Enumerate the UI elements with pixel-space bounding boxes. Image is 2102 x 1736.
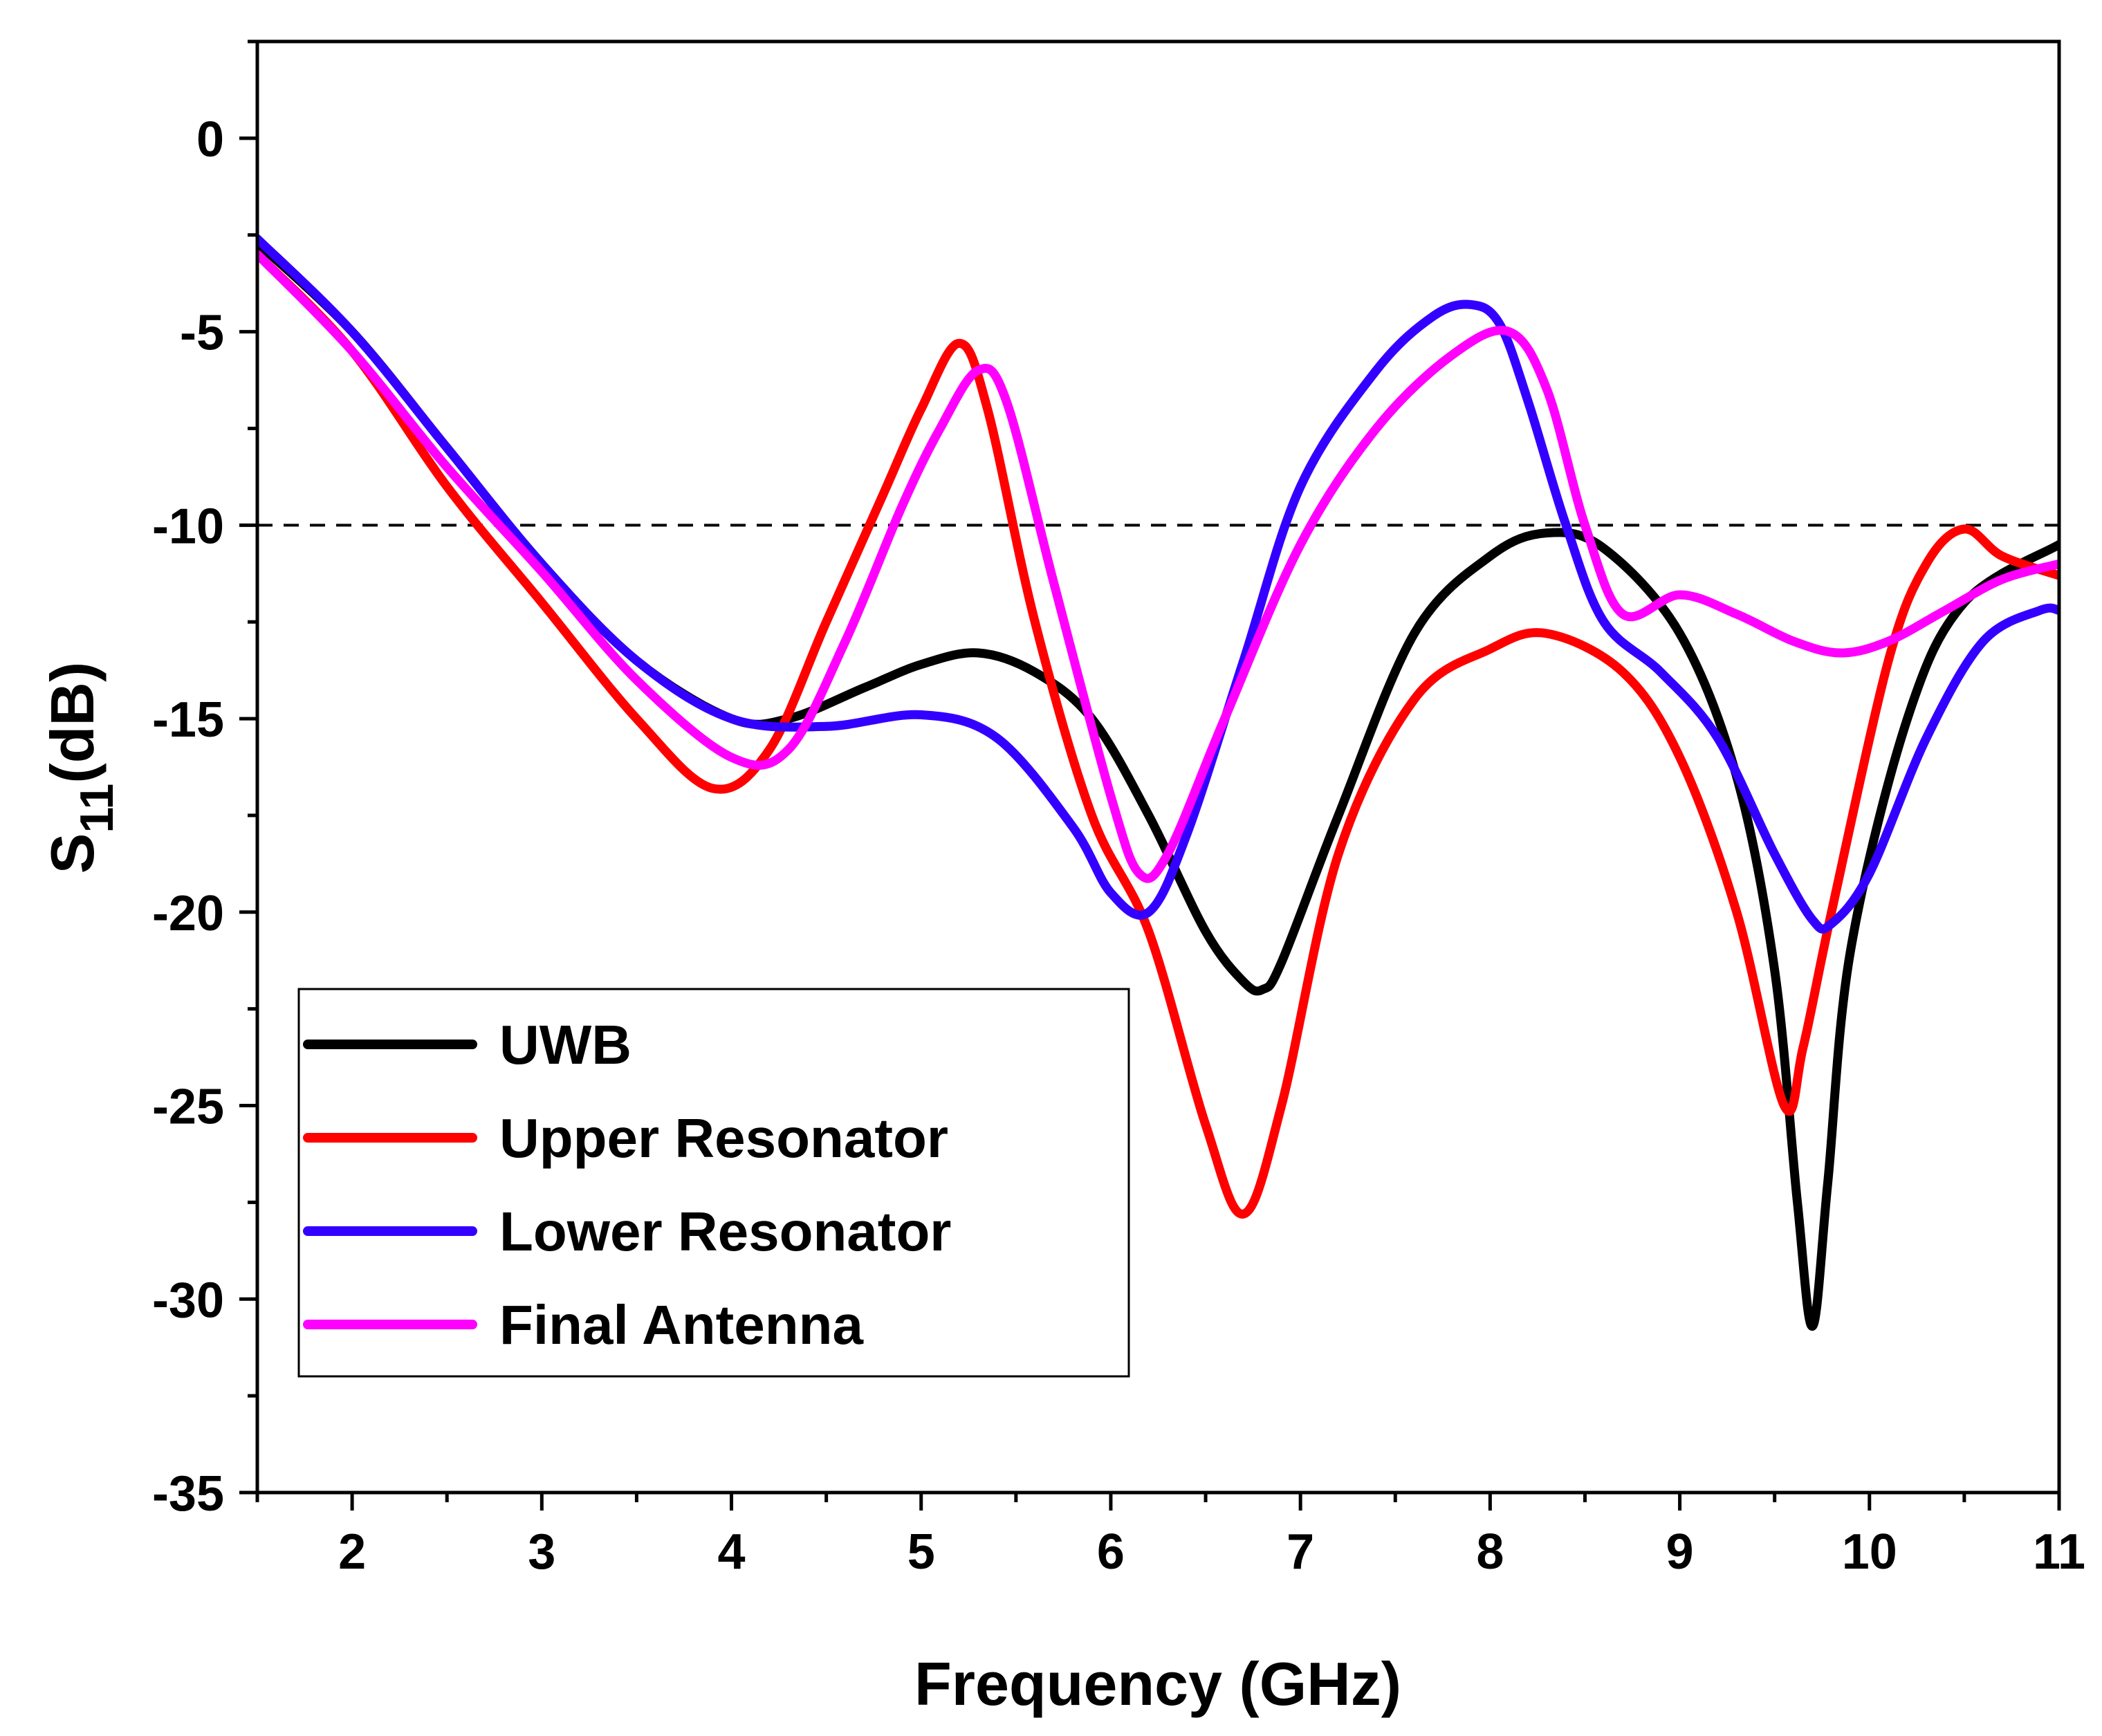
y-tick-label: -10	[152, 499, 224, 554]
y-tick-label: -15	[152, 692, 224, 748]
legend: UWB Upper Resonator Lower Resonator Final A…	[297, 988, 1130, 1378]
x-axis-title: Frequency (GHz)	[914, 1650, 1401, 1718]
y-tick-label: -35	[152, 1466, 224, 1522]
x-tick-label: 11	[2033, 1524, 2085, 1580]
legend-label-final-antenna: Final Antenna	[499, 1294, 863, 1356]
y-axis-title-sub: 11	[71, 784, 123, 833]
legend-label-uwb: UWB	[499, 1014, 631, 1075]
series-group	[257, 234, 2059, 1331]
legend-label-lower-resonator: Lower Resonator	[499, 1201, 951, 1262]
y-tick-label: -30	[152, 1273, 224, 1328]
y-axis-title-text: S11(dB)	[38, 662, 123, 874]
axis-ticks	[239, 39, 2061, 1511]
plot-frame	[255, 39, 2061, 1495]
x-tick-label: 10	[1842, 1524, 1897, 1580]
x-tick-label: 7	[1287, 1524, 1314, 1580]
y-tick-label: 0	[196, 112, 224, 167]
x-tick-label: 4	[718, 1524, 746, 1580]
y-tick-label: -25	[152, 1080, 224, 1135]
x-tick-label: 8	[1476, 1524, 1504, 1580]
x-tick-label: 2	[338, 1524, 366, 1580]
series-line-lower-resonator	[257, 234, 2059, 934]
x-tick-label: 6	[1097, 1524, 1125, 1580]
y-axis-title: S11(dB)	[38, 662, 123, 874]
x-tick-label: 9	[1666, 1524, 1694, 1580]
y-tick-label: -20	[152, 886, 224, 941]
series-line-upper-resonator	[257, 250, 2059, 1219]
y-tick-label: -5	[180, 306, 224, 361]
series-line-final-antenna	[257, 250, 2059, 883]
legend-label-upper-resonator: Upper Resonator	[499, 1107, 948, 1169]
y-axis-title-main: S	[38, 833, 107, 874]
tick-labels: 2 3 4 5 6 7 8 9 10 11 0 -5 -10 -15 -20 -25 -30 -35	[152, 112, 2085, 1580]
x-tick-label: 5	[907, 1524, 935, 1580]
y-axis-title-unit: (dB)	[38, 662, 107, 784]
legend-box	[297, 988, 1130, 1378]
x-tick-label: 3	[528, 1524, 555, 1580]
